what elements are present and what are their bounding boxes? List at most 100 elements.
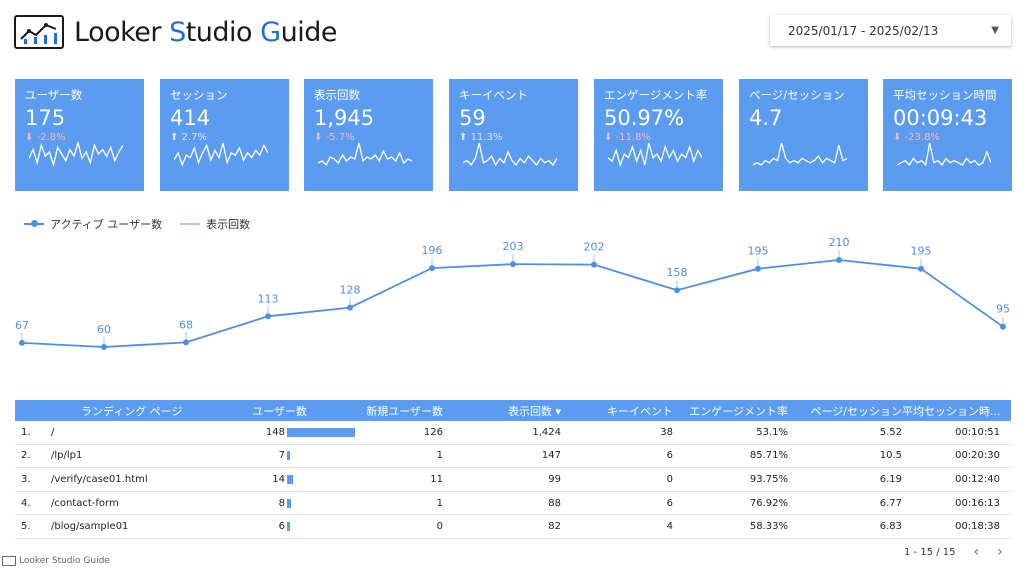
kpi-sparkline [29, 140, 123, 167]
legend-swatch-line-dot-icon [24, 220, 44, 227]
cell-pages-per-session: 6.19 [879, 473, 902, 485]
data-label: 195 [911, 245, 932, 258]
table-header: ランディング ページ ユーザー数 新規ユーザー数 表示回数 ▾ キーイベント エ… [15, 400, 1011, 421]
col-header-views[interactable]: 表示回数 ▾ [507, 404, 561, 418]
table-row[interactable]: 2. /lp/lp1 7 1 147 6 85.71% 10.5 00:20:30 [15, 445, 1011, 469]
kpi-sparkline [897, 142, 991, 167]
kpi-delta: ⬆ 11.3% [459, 132, 503, 143]
table-row[interactable]: 1. / 148 126 1,424 38 53.1% 5.52 00:10:51 [15, 421, 1011, 445]
col-header-engagement[interactable]: エンゲージメント率 [689, 404, 788, 418]
kpi-sparkline [174, 142, 268, 167]
cell-page: / [51, 426, 55, 438]
data-label: 195 [748, 245, 769, 258]
sparkline-path [318, 142, 412, 167]
users-bar [287, 498, 291, 508]
cell-pages-per-session: 6.77 [879, 497, 902, 509]
cell-new-users: 126 [423, 426, 443, 438]
kpi-label: セッション [170, 88, 228, 102]
cell-avg-duration: 00:16:13 [955, 497, 1000, 509]
next-page-icon[interactable]: › [997, 544, 1003, 560]
data-label: 68 [179, 318, 193, 331]
table-row[interactable]: 5. /blog/sample01 6 0 82 4 58.33% 6.83 00:18:38 [15, 515, 1011, 539]
pager-text: 1 - 15 / 15 [904, 546, 956, 558]
kpi-value: 50.97% [604, 106, 685, 130]
chart-legend: アクティブ ユーザー数 表示回数 [24, 216, 268, 232]
cell-key-events: 6 [666, 497, 673, 509]
chart-logo-icon [14, 15, 64, 49]
col-header-pages-per-session[interactable]: ページ/セッション [810, 404, 903, 418]
data-point[interactable] [429, 265, 435, 272]
cell-key-events: 0 [666, 473, 673, 485]
sparkline-path [463, 142, 557, 167]
kpi-value: 4.7 [749, 106, 783, 130]
cell-views: 99 [548, 473, 561, 485]
cell-page: /blog/sample01 [51, 521, 129, 533]
sparkline-path [608, 142, 702, 167]
cell-page: /contact-form [51, 497, 119, 509]
data-point[interactable] [918, 265, 924, 272]
data-point[interactable] [510, 261, 516, 268]
kpi-tile: セッション 414 ⬆ 2.7% [160, 79, 289, 191]
col-header-avg-duration[interactable]: 平均セッション時... [902, 404, 1001, 418]
cell-engagement: 93.75% [749, 473, 788, 485]
kpi-delta: ⬇ -23.8% [893, 132, 940, 143]
legend-item-active-users[interactable]: アクティブ ユーザー数 [24, 216, 162, 232]
data-label: 203 [503, 240, 524, 253]
cell-new-users: 1 [436, 450, 443, 462]
cell-key-events: 38 [660, 426, 673, 438]
brand-name: Looker Studio Guide [74, 16, 337, 48]
data-point[interactable] [101, 344, 107, 350]
kpi-label: ユーザー数 [25, 88, 83, 102]
cell-avg-duration: 00:18:38 [955, 521, 1000, 533]
users-bar [287, 427, 355, 437]
arrow-down-icon: ⬇ [893, 132, 905, 143]
cell-new-users: 0 [436, 521, 443, 533]
prev-page-icon[interactable]: ‹ [973, 544, 980, 560]
users-bar [287, 522, 290, 532]
kpi-value: 414 [170, 106, 211, 130]
footer-brand: Looker Studio Guide [2, 556, 110, 566]
data-point[interactable] [265, 313, 271, 320]
data-point[interactable] [1000, 323, 1006, 330]
table-row[interactable]: 4. /contact-form 8 1 88 6 76.92% 6.77 00:16:13 [15, 492, 1011, 516]
data-point[interactable] [183, 339, 189, 346]
cell-users: 6 [225, 521, 355, 532]
date-range-picker[interactable]: 2025/01/17 - 2025/02/13 ▼ [770, 15, 1011, 46]
data-point[interactable] [836, 257, 842, 263]
cell-new-users: 11 [430, 473, 443, 485]
active-users-line-chart: 67 60 68 113 128 196 203 202 158 195 210 195 95 [15, 236, 1010, 350]
cell-key-events: 6 [666, 450, 673, 462]
data-point[interactable] [19, 339, 25, 346]
col-header-key-events[interactable]: キーイベント [607, 404, 673, 418]
kpi-sparkline [463, 142, 557, 167]
users-bar [287, 474, 294, 484]
row-index: 3. [21, 473, 31, 485]
cell-views: 1,424 [532, 426, 561, 438]
kpi-label: ページ/セッション [749, 88, 845, 102]
col-header-new-users[interactable]: 新規ユーザー数 [366, 404, 443, 418]
arrow-up-icon: ⬆ [459, 132, 471, 143]
date-range-text: 2025/01/17 - 2025/02/13 [788, 23, 939, 38]
kpi-sparkline [608, 142, 702, 167]
table-row[interactable]: 3. /verify/case01.html 14 11 99 0 93.75% 6.19 00… [15, 468, 1011, 492]
data-label: 60 [97, 323, 111, 336]
data-label: 158 [667, 266, 688, 279]
kpi-value: 00:09:43 [893, 106, 988, 130]
cell-avg-duration: 00:10:51 [955, 426, 1000, 438]
data-point[interactable] [591, 261, 597, 268]
data-point[interactable] [755, 265, 761, 272]
data-label: 202 [584, 241, 605, 254]
cell-engagement: 85.71% [749, 450, 788, 462]
series-line-active-users [21, 259, 1004, 348]
legend-item-views[interactable]: 表示回数 [180, 216, 250, 232]
col-header-users[interactable]: ユーザー数 [252, 404, 307, 418]
cell-users: 148 [225, 427, 355, 438]
data-point[interactable] [674, 287, 680, 294]
col-header-page[interactable]: ランディング ページ [81, 404, 183, 418]
sparkline-path [29, 140, 123, 167]
data-point[interactable] [347, 304, 353, 311]
kpi-tile: エンゲージメント率 50.97% ⬇ -11.8% [594, 79, 723, 191]
cell-users: 7 [225, 450, 355, 461]
row-index: 4. [21, 497, 31, 509]
kpi-delta: ⬇ -2.8% [25, 132, 66, 143]
